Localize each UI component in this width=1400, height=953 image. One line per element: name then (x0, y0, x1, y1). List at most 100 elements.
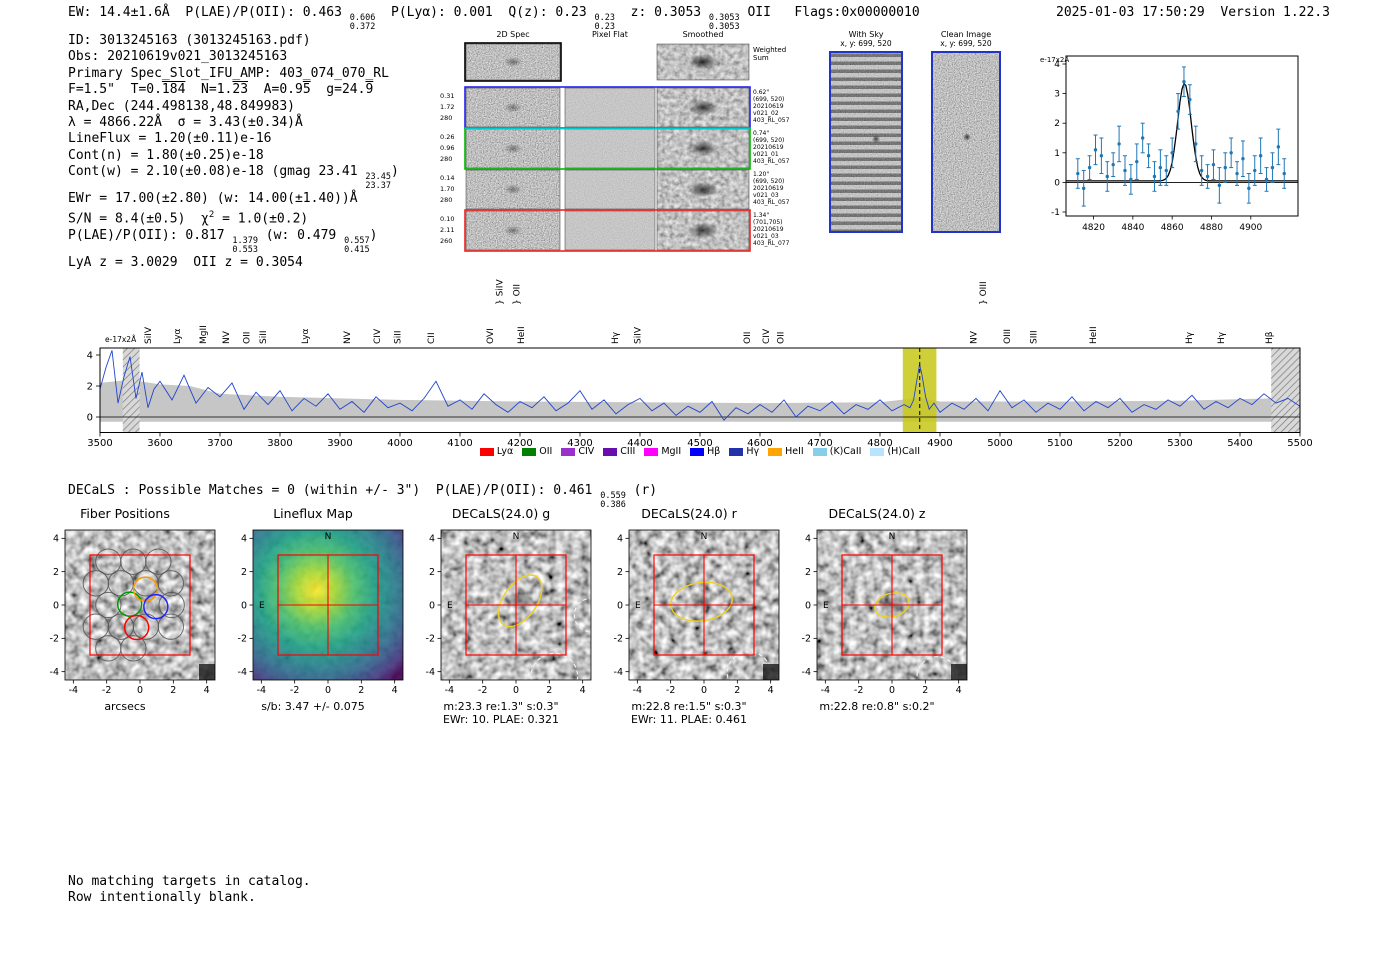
emission-line-label: NV (970, 330, 980, 344)
cutout-panel-5: DECaLS(24.0) z N E -4 -4 -2 -2 0 0 2 2 4 4 m:22.8 re:… (782, 506, 972, 713)
emission-line-label: OII (776, 332, 786, 344)
emission-line-label: } OII (512, 284, 522, 305)
x-tick-label: 4100 (447, 438, 472, 449)
info-line: P(LAE)/P(OII): 0.817 1.379 0.553 (w: 0.47… (68, 228, 399, 255)
legend-label: (H)CaII (887, 446, 921, 457)
emission-blob (504, 225, 522, 236)
fiber-circle (158, 591, 185, 619)
detection-info-block: ID: 3013245163 (3013245163.pdf) Obs: 2021… (68, 33, 399, 271)
fiber-row-annotation: 1.34" (701,705) 20210619 v021_03 403_RL_077 (753, 212, 805, 248)
x-tick-label: 4600 (747, 438, 772, 449)
emission-line-label: SiII (259, 330, 269, 344)
data-point (1188, 97, 1192, 102)
compass-east: E (259, 601, 265, 611)
emission-blob (504, 57, 522, 67)
y-tick-label: 3 (1054, 90, 1060, 100)
y-tick-label: 2 (241, 567, 247, 578)
emission-line-label: NV (222, 330, 232, 344)
x-tick-label: 0 (889, 685, 895, 696)
emission-line-label: Hγ (1185, 331, 1195, 344)
text-segment: Cont(w) = 2.10(±0.08)e-18 (gmag 23.41 (68, 164, 366, 180)
text-segment: S/N = 8.4(±0.5) χ (68, 211, 209, 227)
hi-lo-interval: 1.379 0.553 (232, 236, 258, 255)
data-point (1253, 168, 1257, 173)
weighted-sum-line2: Sum (753, 54, 769, 62)
overlined-value: 23 (232, 82, 249, 98)
x-tick-label: 4840 (1121, 223, 1144, 233)
info-line: S/N = 8.4(±0.5) χ2 = 1.0(±0.2) (68, 207, 399, 228)
y-tick-label: -2 (426, 634, 435, 645)
with-sky-title: With Sky (848, 30, 884, 39)
info-line: LineFlux = 1.20(±0.11)e-16 (68, 131, 399, 147)
x-tick-label: 4820 (1082, 223, 1105, 233)
text-segment: ) (369, 228, 378, 244)
cutout-panel-4: DECaLS(24.0) r N E -4 -4 -2 -2 0 0 2 2 4 4 m:22.8 re:… (594, 506, 784, 726)
clean-noise (932, 52, 1000, 232)
spectrum-legend: Lyα OII CIV CIII MgII Hβ Hγ HeII (K)CaII (H)CaII (0, 446, 1400, 457)
weighted-2d-border (464, 42, 562, 82)
emission-blob (504, 184, 522, 195)
weighted-sum-line1: Weighted (753, 46, 787, 54)
legend-swatch (870, 447, 885, 456)
compass-north: N (701, 532, 708, 542)
annotation-line: 20210619 (753, 143, 784, 151)
panel-caption: m:22.8 re:0.8" s:0.2" (819, 700, 935, 713)
x-tick-label: 3800 (267, 438, 292, 449)
legend-swatch (729, 447, 744, 456)
summary-header: EW: 14.4±1.6Å P(LAE)/P(OII): 0.463 0.606… (68, 5, 920, 32)
weight-value: 1.72 (440, 103, 455, 111)
emission-line-label: } OIII (979, 281, 989, 305)
emission-line-label: Lyα (301, 328, 311, 344)
info-line: ID: 3013245163 (3013245163.pdf) (68, 33, 399, 49)
x-tick-label: 2 (358, 685, 364, 696)
y-tick-label: -4 (426, 667, 435, 678)
with-sky-coords: x, y: 699, 520 (840, 39, 892, 48)
lo-value: 23.37 (365, 180, 392, 191)
emission-line-label: Hβ (1265, 331, 1275, 344)
data-point (1205, 174, 1210, 179)
x-tick-label: -4 (633, 685, 642, 696)
x-tick-label: 4 (956, 685, 962, 696)
sky-emission-lines (830, 52, 902, 232)
panel-caption: m:23.3 re:1.3" s:0.3" (443, 700, 559, 713)
data-point (1105, 174, 1109, 179)
galaxy-smudge (687, 592, 716, 611)
footer-notes: No matching targets in catalog. Row inten… (68, 874, 311, 907)
emission-line-label: SiII (394, 330, 404, 344)
y-axis-label: e-17x2Å (1040, 55, 1069, 64)
report-version: Version 1.22.3 (1220, 5, 1330, 20)
panel-title: DECaLS(24.0) z (828, 506, 926, 521)
panel-caption: s/b: 3.47 +/- 0.075 (261, 700, 365, 713)
compass-north: N (325, 532, 332, 542)
x-tick-label: -2 (102, 685, 111, 696)
x-tick-label: 5500 (1287, 438, 1312, 449)
legend-item: Hγ (729, 446, 759, 457)
lo-value: 0.553 (232, 244, 258, 255)
annotation-line: v021_01 (753, 150, 779, 158)
hi-lo-interval: 0.559 0.386 (600, 491, 626, 510)
text-segment: Cont(n) = 1.80(±0.25)e-18 (68, 147, 264, 163)
weight-value: 0.14 (440, 174, 455, 182)
image-noise (65, 530, 215, 680)
x-tick-label: 4300 (567, 438, 592, 449)
panel-plot: N E -4 -4 -2 -2 0 0 2 2 4 4 (802, 529, 968, 696)
y-tick-label: 0 (429, 600, 435, 611)
emission-line-label: HeII (1089, 326, 1099, 344)
x-tick-label: 4400 (627, 438, 652, 449)
legend-item: MgII (644, 446, 681, 457)
emission-line-label: NV (343, 330, 353, 344)
x-tick-label: 4700 (807, 438, 832, 449)
spec2d-cutouts-block: 2D Spec Pixel Flat Smoothed Weighted Sum… (440, 30, 810, 265)
fiber-row-annotation: 1.20" (699, 520) 20210619 v021_03 403_RL_057 (753, 171, 805, 207)
x-tick-label: 0 (325, 685, 331, 696)
fiber-circle-colored (123, 614, 150, 641)
masked-region (1271, 348, 1300, 433)
legend-label: Lyα (496, 446, 514, 457)
info-line: Obs: 20210619v021_3013245163 (68, 49, 399, 65)
text-segment: (r) (625, 483, 658, 498)
masked-region (122, 348, 140, 433)
legend-swatch (603, 447, 618, 456)
fiber-row-weights: 0.14 1.70 280 (440, 173, 464, 206)
legend-item: HeII (768, 446, 804, 457)
text-segment: Obs: 20210619v021_3013245163 (68, 49, 288, 65)
